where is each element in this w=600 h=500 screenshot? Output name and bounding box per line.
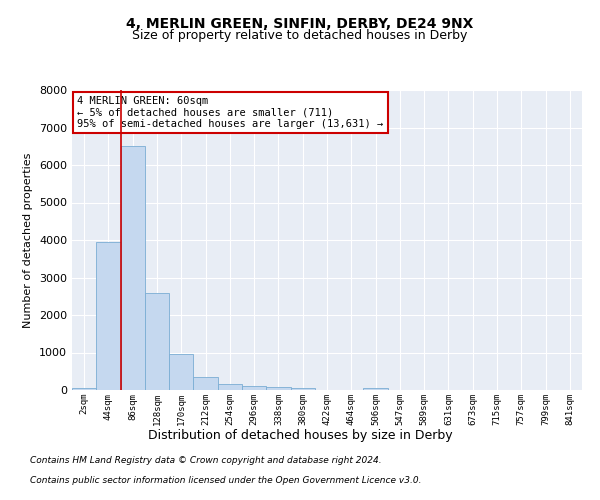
Bar (96, 242, 121, 390)
Y-axis label: Number of detached properties: Number of detached properties (23, 152, 34, 328)
Bar (193, 377, 218, 390)
Bar (266, 388, 290, 390)
Text: Contains HM Land Registry data © Crown copyright and database right 2024.: Contains HM Land Registry data © Crown c… (30, 456, 382, 465)
Bar (364, 388, 388, 390)
Text: 4, MERLIN GREEN, SINFIN, DERBY, DE24 9NX: 4, MERLIN GREEN, SINFIN, DERBY, DE24 9NX (127, 18, 473, 32)
Bar (121, 146, 145, 390)
Text: Contains public sector information licensed under the Open Government Licence v3: Contains public sector information licen… (30, 476, 421, 485)
Text: Distribution of detached houses by size in Derby: Distribution of detached houses by size … (148, 428, 452, 442)
Text: 4 MERLIN GREEN: 60sqm
← 5% of detached houses are smaller (711)
95% of semi-deta: 4 MERLIN GREEN: 60sqm ← 5% of detached h… (77, 96, 383, 129)
Text: Size of property relative to detached houses in Derby: Size of property relative to detached ho… (133, 29, 467, 42)
Bar (242, 386, 266, 390)
Bar (169, 354, 193, 390)
Bar (290, 388, 315, 390)
Bar (72, 388, 96, 390)
Bar (145, 292, 169, 390)
Bar (218, 384, 242, 390)
